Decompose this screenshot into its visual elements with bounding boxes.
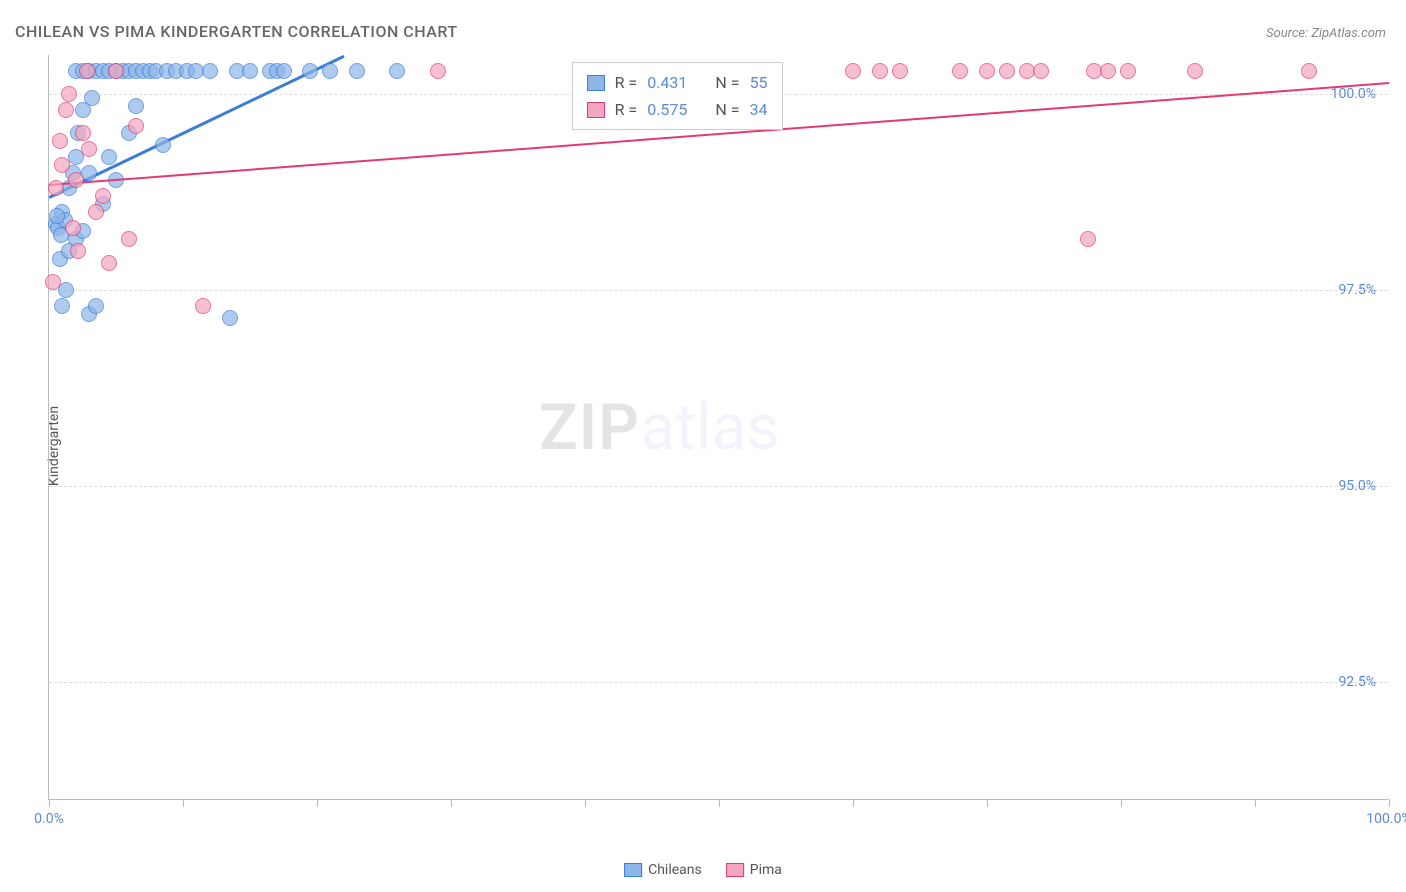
data-point [1100,63,1116,79]
stats-swatch [587,75,605,91]
data-point [81,141,97,157]
stats-n-value: 34 [750,96,768,123]
data-point [872,63,888,79]
data-point [952,63,968,79]
data-point [95,188,111,204]
x-tick [317,799,318,807]
x-tick [183,799,184,807]
x-tick [49,799,50,807]
data-point [1033,63,1049,79]
data-point [155,137,171,153]
stats-r-label: R = [615,69,638,96]
stats-n-label: N = [715,96,739,123]
data-point [121,231,137,247]
data-point [276,63,292,79]
x-tick [1255,799,1256,807]
watermark: ZIPatlas [539,390,779,465]
data-point [430,63,446,79]
stats-r-value: 0.431 [647,69,687,96]
data-point [54,157,70,173]
data-point [61,86,77,102]
x-tick [585,799,586,807]
y-tick-label: 97.5% [1338,282,1376,298]
data-point [195,298,211,314]
x-tick [1121,799,1122,807]
gridline [49,290,1388,291]
data-point [45,274,61,290]
data-point [128,98,144,114]
data-point [108,63,124,79]
data-point [979,63,995,79]
legend: Chileans Pima [624,862,782,878]
data-point [88,204,104,220]
y-tick-label: 100.0% [1331,86,1376,102]
data-point [222,310,238,326]
data-point [999,63,1015,79]
x-tick [1389,799,1390,807]
x-tick [853,799,854,807]
data-point [389,63,405,79]
y-tick-label: 95.0% [1338,478,1376,494]
data-point [349,63,365,79]
data-point [892,63,908,79]
x-tick [451,799,452,807]
x-tick-label: 100.0% [1366,811,1406,827]
data-point [101,255,117,271]
legend-label-pima: Pima [750,862,782,878]
y-tick-label: 92.5% [1338,674,1376,690]
chart-title: CHILEAN VS PIMA KINDERGARTEN CORRELATION… [15,22,458,41]
data-point [58,282,74,298]
data-point [79,63,95,79]
data-point [88,298,104,314]
data-point [65,220,81,236]
data-point [58,102,74,118]
legend-label-chileans: Chileans [648,862,702,878]
data-point [1080,231,1096,247]
data-point [52,133,68,149]
legend-swatch-pima [726,863,744,877]
stats-r-value: 0.575 [647,96,687,123]
data-point [845,63,861,79]
legend-item-pima: Pima [726,862,782,878]
gridline [49,682,1388,683]
legend-swatch-chileans [624,863,642,877]
x-tick [987,799,988,807]
data-point [322,63,338,79]
stats-n-value: 55 [750,69,768,96]
gridline [49,486,1388,487]
stats-row: R = 0.431 N = 55 [587,69,768,96]
stats-n-label: N = [715,69,739,96]
data-point [49,208,65,224]
x-tick [719,799,720,807]
stats-box: R = 0.431 N = 55 R = 0.575 N = 34 [572,62,783,130]
data-point [202,63,218,79]
data-point [48,180,64,196]
data-point [1120,63,1136,79]
data-point [54,298,70,314]
stats-swatch [587,102,605,118]
data-point [128,118,144,134]
stats-r-label: R = [615,96,638,123]
data-point [1301,63,1317,79]
data-point [84,90,100,106]
data-point [302,63,318,79]
data-point [75,125,91,141]
data-point [1187,63,1203,79]
source-attribution: Source: ZipAtlas.com [1266,26,1386,41]
x-tick-label: 0.0% [34,811,64,827]
data-point [70,243,86,259]
scatter-plot-area: ZIPatlas 92.5%95.0%97.5%100.0%0.0%100.0%… [48,55,1388,800]
data-point [242,63,258,79]
legend-item-chileans: Chileans [624,862,702,878]
stats-row: R = 0.575 N = 34 [587,96,768,123]
data-point [68,172,84,188]
data-point [101,149,117,165]
